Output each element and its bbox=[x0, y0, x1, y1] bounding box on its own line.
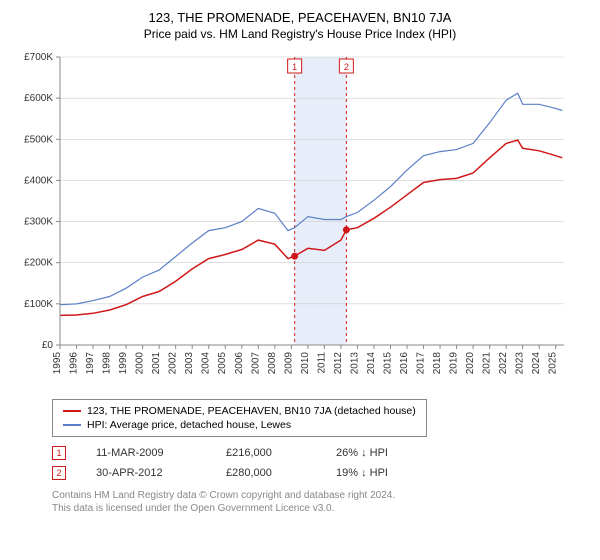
svg-text:1997: 1997 bbox=[85, 352, 96, 375]
svg-text:1996: 1996 bbox=[69, 352, 80, 375]
svg-text:1: 1 bbox=[292, 62, 297, 72]
svg-text:2017: 2017 bbox=[416, 352, 427, 375]
transaction-pct: 26% ↓ HPI bbox=[336, 447, 426, 459]
footer-line-2: This data is licensed under the Open Gov… bbox=[52, 502, 588, 515]
svg-text:£300K: £300K bbox=[24, 217, 53, 228]
svg-text:2009: 2009 bbox=[283, 352, 294, 375]
transaction-price: £280,000 bbox=[226, 467, 306, 479]
svg-text:2025: 2025 bbox=[548, 352, 559, 375]
svg-text:2008: 2008 bbox=[267, 352, 278, 375]
svg-text:2023: 2023 bbox=[515, 352, 526, 375]
svg-text:2011: 2011 bbox=[316, 352, 327, 374]
svg-text:2018: 2018 bbox=[432, 352, 443, 375]
svg-text:£400K: £400K bbox=[24, 175, 53, 186]
transaction-pct: 19% ↓ HPI bbox=[336, 467, 426, 479]
price-chart: £0 £100K £200K £300K £400K £500K £600K £700K 199… bbox=[12, 49, 572, 389]
legend-label: 123, THE PROMENADE, PEACEHAVEN, BN10 7JA… bbox=[87, 405, 416, 417]
chart-title: 123, THE PROMENADE, PEACEHAVEN, BN10 7JA bbox=[12, 10, 588, 25]
transactions-table: 1 11-MAR-2009 £216,000 26% ↓ HPI 2 30-APR-201… bbox=[52, 443, 588, 483]
svg-text:2013: 2013 bbox=[349, 352, 360, 375]
svg-text:2021: 2021 bbox=[482, 352, 493, 375]
footer-line-1: Contains HM Land Registry data © Crown c… bbox=[52, 489, 588, 502]
svg-text:2019: 2019 bbox=[449, 352, 460, 375]
chart-container: £0 £100K £200K £300K £400K £500K £600K £700K 199… bbox=[12, 49, 588, 389]
svg-text:£700K: £700K bbox=[24, 52, 53, 63]
transaction-marker: 2 bbox=[52, 466, 66, 480]
svg-text:1998: 1998 bbox=[102, 352, 113, 375]
legend-item: HPI: Average price, detached house, Lewe… bbox=[63, 418, 416, 432]
transaction-date: 11-MAR-2009 bbox=[96, 447, 196, 459]
legend-swatch bbox=[63, 424, 81, 426]
svg-text:2020: 2020 bbox=[465, 352, 476, 375]
svg-text:2000: 2000 bbox=[135, 352, 146, 375]
svg-text:£500K: £500K bbox=[24, 134, 53, 145]
legend-item: 123, THE PROMENADE, PEACEHAVEN, BN10 7JA… bbox=[63, 404, 416, 418]
chart-subtitle: Price paid vs. HM Land Registry's House … bbox=[12, 27, 588, 41]
transaction-date: 30-APR-2012 bbox=[96, 467, 196, 479]
svg-text:2002: 2002 bbox=[168, 352, 179, 375]
svg-text:1995: 1995 bbox=[52, 352, 63, 375]
transaction-row: 1 11-MAR-2009 £216,000 26% ↓ HPI bbox=[52, 443, 588, 463]
svg-text:2010: 2010 bbox=[300, 352, 311, 375]
svg-text:2022: 2022 bbox=[498, 352, 509, 375]
svg-text:2003: 2003 bbox=[184, 352, 195, 375]
svg-text:£100K: £100K bbox=[24, 299, 53, 310]
svg-text:1999: 1999 bbox=[118, 352, 129, 375]
svg-text:£600K: £600K bbox=[24, 93, 53, 104]
legend: 123, THE PROMENADE, PEACEHAVEN, BN10 7JA… bbox=[52, 399, 427, 437]
svg-text:£200K: £200K bbox=[24, 258, 53, 269]
svg-text:£0: £0 bbox=[42, 340, 54, 351]
svg-text:2024: 2024 bbox=[531, 352, 542, 375]
svg-text:2015: 2015 bbox=[382, 352, 393, 375]
legend-swatch bbox=[63, 410, 81, 412]
transaction-price: £216,000 bbox=[226, 447, 306, 459]
svg-text:2006: 2006 bbox=[234, 352, 245, 375]
svg-text:2: 2 bbox=[344, 62, 349, 72]
svg-text:2007: 2007 bbox=[250, 352, 261, 375]
footer-attribution: Contains HM Land Registry data © Crown c… bbox=[52, 489, 588, 515]
svg-text:2005: 2005 bbox=[217, 352, 228, 375]
svg-text:2004: 2004 bbox=[201, 352, 212, 375]
svg-text:2016: 2016 bbox=[399, 352, 410, 375]
svg-text:2001: 2001 bbox=[151, 352, 162, 375]
svg-text:2014: 2014 bbox=[366, 352, 377, 375]
legend-label: HPI: Average price, detached house, Lewe… bbox=[87, 419, 291, 431]
svg-text:2012: 2012 bbox=[333, 352, 344, 375]
transaction-marker: 1 bbox=[52, 446, 66, 460]
transaction-row: 2 30-APR-2012 £280,000 19% ↓ HPI bbox=[52, 463, 588, 483]
